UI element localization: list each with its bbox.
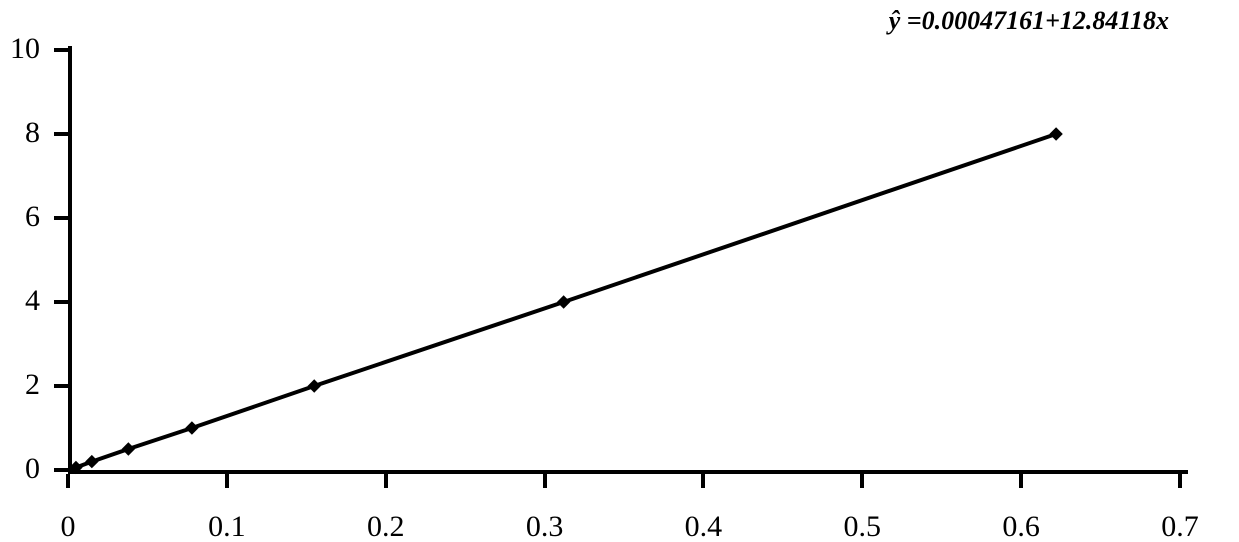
data-marker: [86, 456, 98, 468]
data-marker: [186, 422, 198, 434]
x-tick: [701, 474, 705, 488]
x-tick: [66, 474, 70, 488]
y-tick: [54, 48, 68, 52]
data-marker: [308, 380, 320, 392]
data-marker: [1050, 128, 1062, 140]
data-marker: [122, 443, 134, 455]
x-tick-label: 0.5: [844, 510, 882, 542]
y-tick: [54, 468, 68, 472]
x-tick-label: 0.1: [208, 510, 246, 542]
x-tick-label: 0: [61, 510, 76, 542]
y-tick-label: 10: [10, 32, 40, 66]
y-tick: [54, 216, 68, 220]
x-tick-label: 0.7: [1161, 510, 1199, 542]
y-tick: [54, 132, 68, 136]
x-tick: [543, 474, 547, 488]
x-tick: [225, 474, 229, 488]
y-tick: [54, 384, 68, 388]
plot-svg: [0, 0, 1239, 542]
y-axis-line: [68, 46, 72, 474]
y-tick-label: 2: [25, 368, 40, 402]
x-tick: [860, 474, 864, 488]
x-tick: [1178, 474, 1182, 488]
data-marker: [558, 296, 570, 308]
x-tick-label: 0.2: [367, 510, 405, 542]
y-tick-label: 8: [25, 116, 40, 150]
x-tick-label: 0.3: [526, 510, 564, 542]
x-tick: [1019, 474, 1023, 488]
y-tick-label: 0: [25, 452, 40, 486]
x-tick-label: 0.4: [685, 510, 723, 542]
y-tick-label: 6: [25, 200, 40, 234]
x-tick-label: 0.6: [1002, 510, 1040, 542]
calibration-chart: ŷ =0.00047161+12.84118x 024681000.10.20.…: [0, 0, 1239, 542]
y-tick-label: 4: [25, 284, 40, 318]
x-tick: [384, 474, 388, 488]
y-tick: [54, 300, 68, 304]
